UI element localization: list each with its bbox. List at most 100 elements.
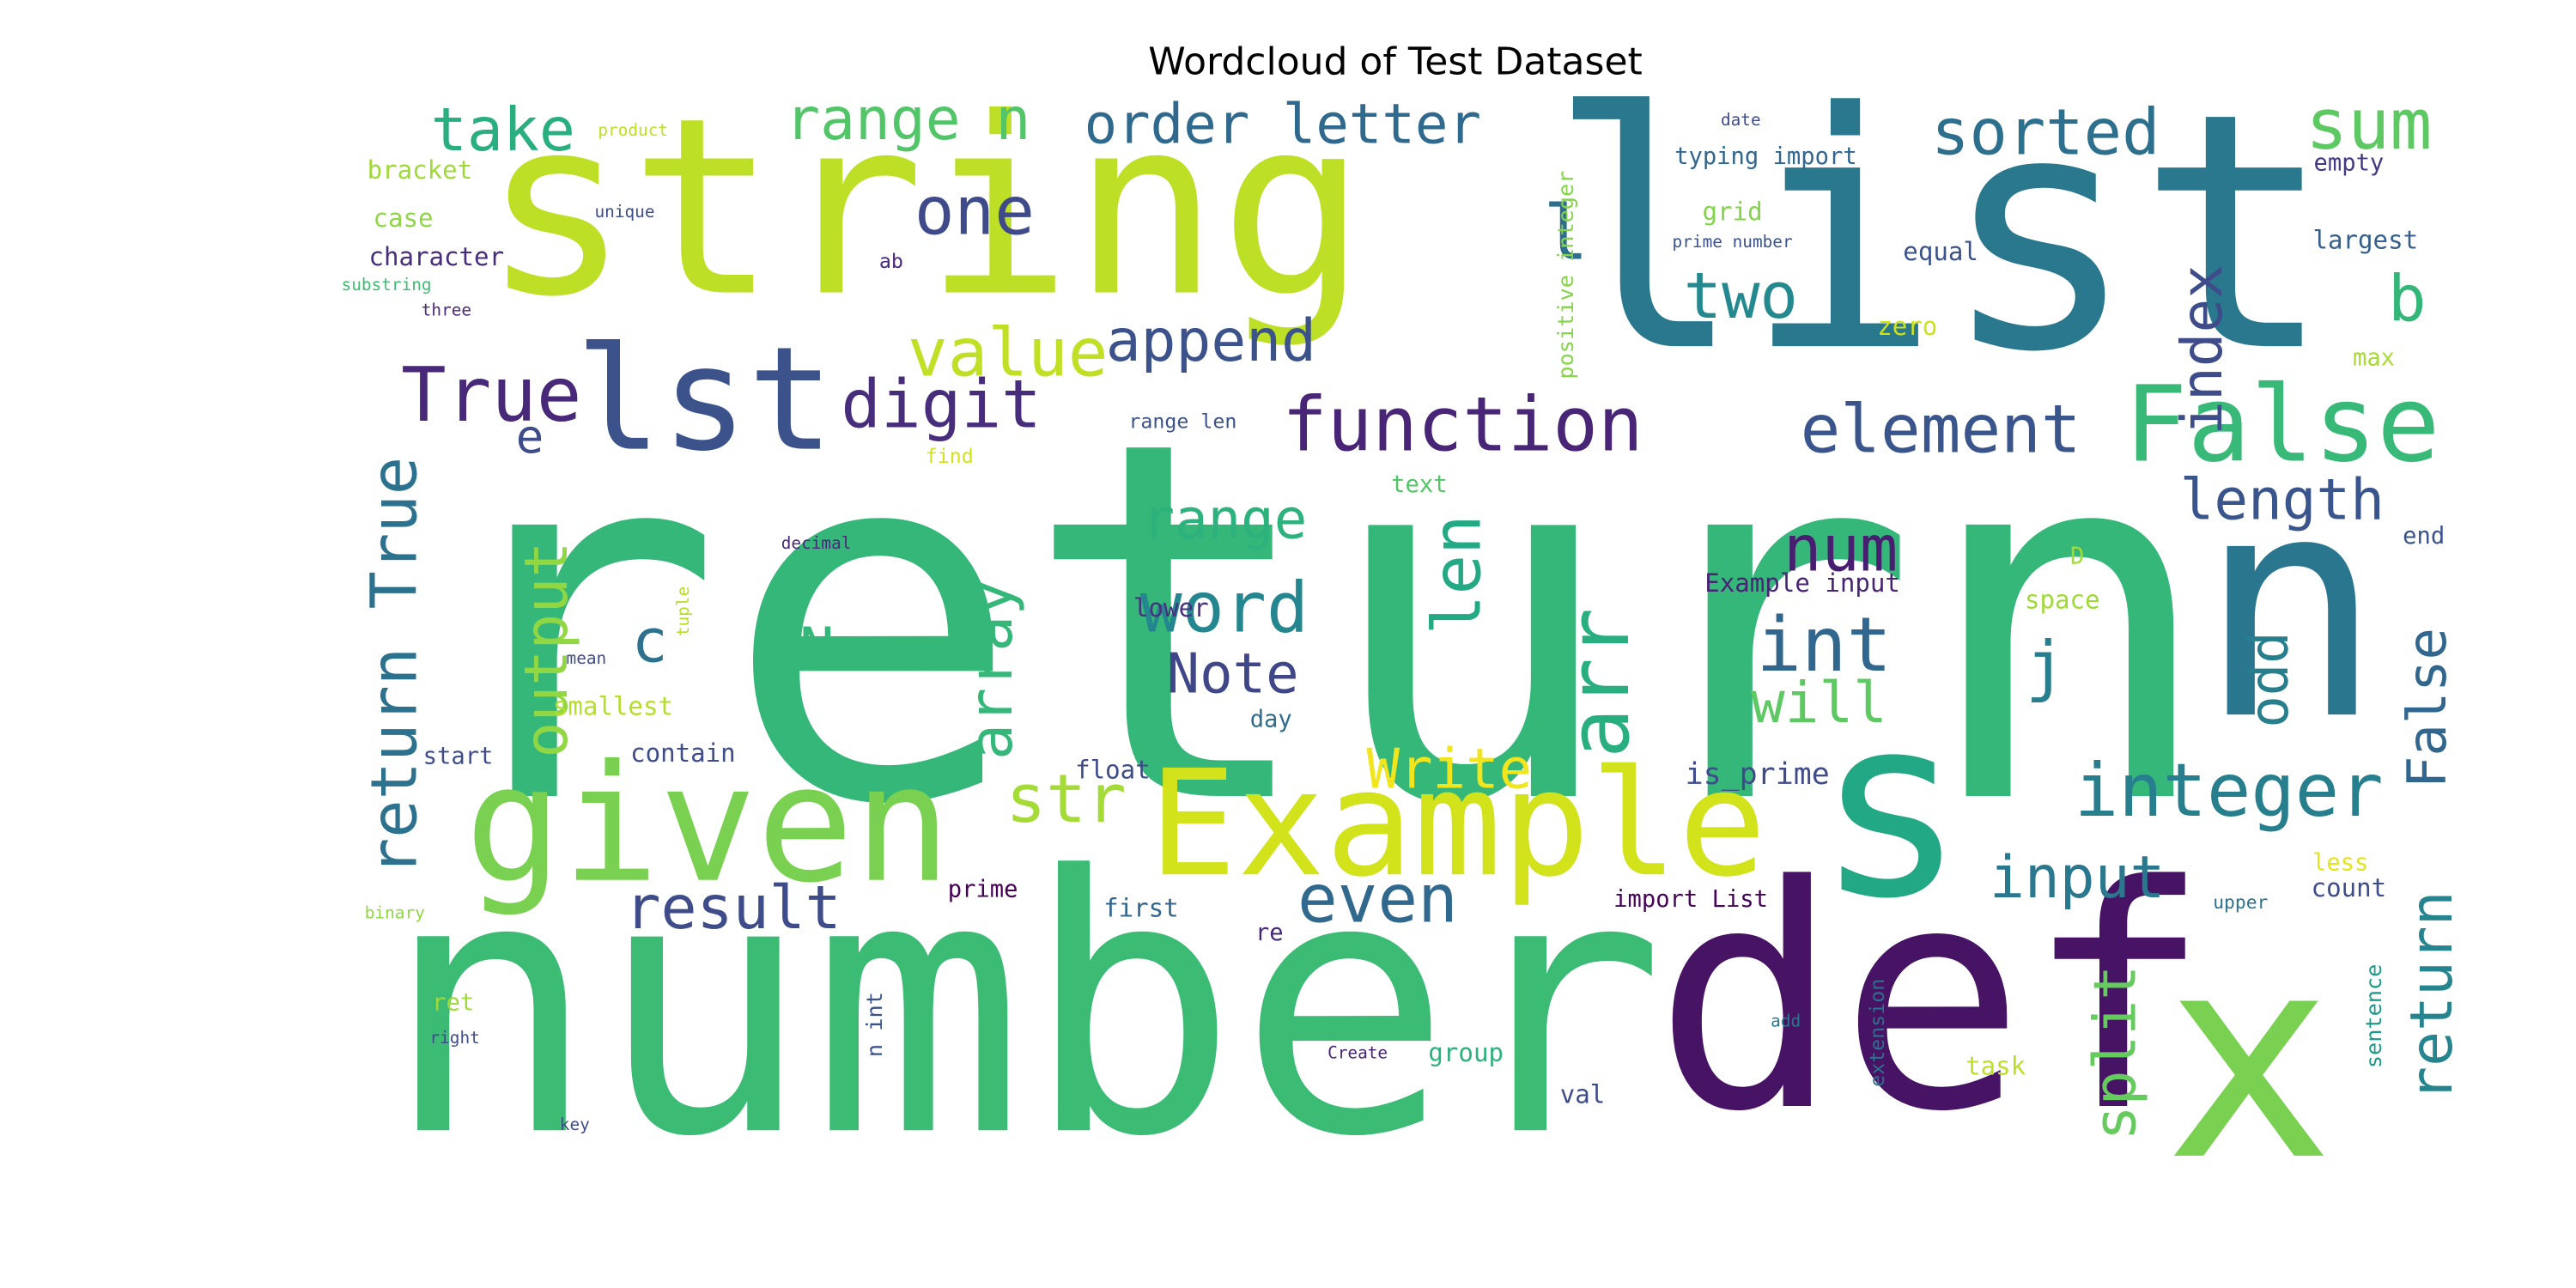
- word: three: [422, 300, 471, 319]
- word: Example: [1149, 739, 1766, 909]
- word: prime number: [1673, 232, 1793, 252]
- word: import List: [1613, 886, 1768, 913]
- word: given: [465, 731, 951, 919]
- word: two: [1684, 260, 1798, 333]
- word: start: [423, 743, 494, 769]
- word: empty: [2314, 150, 2385, 177]
- word: list: [1547, 43, 2334, 423]
- word: lst: [575, 317, 834, 483]
- word: value: [908, 314, 1109, 392]
- word: end: [2403, 523, 2445, 550]
- word: val: [1560, 1080, 1606, 1109]
- word: D: [2070, 543, 2084, 569]
- word: int: [1756, 601, 1892, 689]
- word: sum: [2306, 84, 2432, 166]
- word: binary: [365, 903, 425, 923]
- word: unique: [594, 202, 654, 222]
- word: append: [1106, 307, 1316, 375]
- word: tuple: [673, 586, 693, 636]
- word: range: [1142, 488, 1308, 551]
- word: character: [368, 242, 504, 271]
- word: def: [1654, 820, 2210, 1179]
- word: zero: [1877, 312, 1937, 341]
- word: b: [2388, 264, 2426, 337]
- word: mean: [567, 648, 607, 668]
- word: less: [2312, 849, 2368, 876]
- word: order letter: [1084, 94, 1481, 157]
- word: sentence: [2361, 964, 2386, 1068]
- word: right: [429, 1028, 479, 1048]
- word: positive integer: [1553, 171, 1578, 380]
- word: length: [2180, 467, 2385, 533]
- word: Note: [1167, 643, 1299, 707]
- word: smallest: [553, 692, 673, 721]
- word: count: [2312, 873, 2387, 902]
- word: extension: [1866, 979, 1889, 1087]
- word: digit: [841, 366, 1042, 443]
- word: Write: [1366, 738, 1532, 801]
- word: ret: [432, 989, 474, 1016]
- word: first: [1103, 893, 1179, 922]
- word: text: [1391, 471, 1447, 498]
- word: largest: [2312, 225, 2418, 254]
- word: product: [598, 120, 668, 140]
- word: odd: [2238, 631, 2300, 727]
- word: element: [1801, 392, 2081, 469]
- word: day: [1250, 707, 1292, 733]
- word: substring: [342, 275, 432, 295]
- word: len: [1419, 514, 1497, 635]
- word: str: [1006, 761, 1127, 838]
- word: return: [2398, 890, 2466, 1101]
- word: add: [1771, 1012, 1801, 1031]
- word: space: [2025, 585, 2100, 614]
- word: task: [1965, 1052, 2026, 1081]
- word: function: [1282, 381, 1643, 469]
- word: float: [1075, 755, 1151, 784]
- word: key: [560, 1115, 590, 1134]
- word: input: [1990, 844, 2165, 912]
- word: num: [1783, 513, 1898, 586]
- word: l: [1543, 190, 1589, 277]
- word: None: [799, 616, 940, 683]
- word: group: [1428, 1038, 1504, 1067]
- word: False: [2124, 364, 2440, 486]
- word: Create: [1327, 1043, 1388, 1063]
- word: integer: [2075, 749, 2384, 834]
- word: is_prime: [1686, 757, 1830, 792]
- word: case: [373, 204, 433, 233]
- word: sorted: [1931, 97, 2160, 170]
- word: even: [1297, 861, 1458, 939]
- word: return: [424, 336, 2217, 914]
- word: range len: [1128, 410, 1236, 433]
- word: n int: [862, 992, 887, 1057]
- word: return True: [358, 457, 431, 876]
- word: c: [632, 606, 668, 676]
- word: contain: [630, 738, 736, 768]
- word: prime: [948, 876, 1018, 902]
- word: result: [624, 873, 841, 943]
- word: word: [1140, 568, 1309, 649]
- word: ab: [879, 250, 903, 273]
- word: decimal: [781, 533, 852, 553]
- word: upper: [2213, 892, 2268, 914]
- word: take: [431, 95, 575, 165]
- word: range n: [785, 86, 1030, 154]
- word: number: [384, 801, 1666, 1214]
- word: e: [516, 410, 544, 464]
- word: string: [483, 66, 1367, 351]
- word: n: [2197, 428, 2383, 787]
- word: grid: [1703, 197, 1763, 226]
- word: lower: [1133, 593, 1209, 623]
- word: s: [1815, 662, 1965, 953]
- word: False: [2396, 628, 2458, 788]
- word: one: [914, 173, 1035, 250]
- word: split: [2081, 965, 2149, 1140]
- word: re: [1255, 920, 1284, 946]
- word: will: [1751, 670, 1887, 736]
- word: date: [1721, 110, 1761, 130]
- word: output: [512, 541, 581, 757]
- word: typing import: [1674, 143, 1857, 170]
- word: arr: [1551, 608, 1648, 758]
